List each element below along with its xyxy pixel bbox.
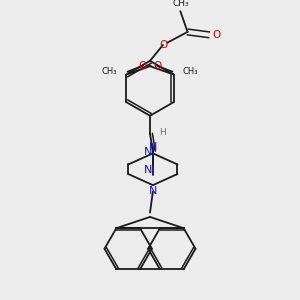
Text: CH₃: CH₃ (172, 0, 189, 8)
Text: O: O (139, 61, 147, 71)
Text: H: H (159, 128, 166, 137)
Text: N: N (149, 142, 157, 152)
Text: O: O (159, 40, 167, 50)
Text: O: O (212, 30, 220, 40)
Text: O: O (153, 61, 161, 71)
Text: N: N (143, 147, 152, 157)
Text: CH₃: CH₃ (183, 67, 198, 76)
Text: CH₃: CH₃ (102, 67, 117, 76)
Text: N: N (143, 164, 152, 175)
Text: N: N (149, 187, 157, 196)
